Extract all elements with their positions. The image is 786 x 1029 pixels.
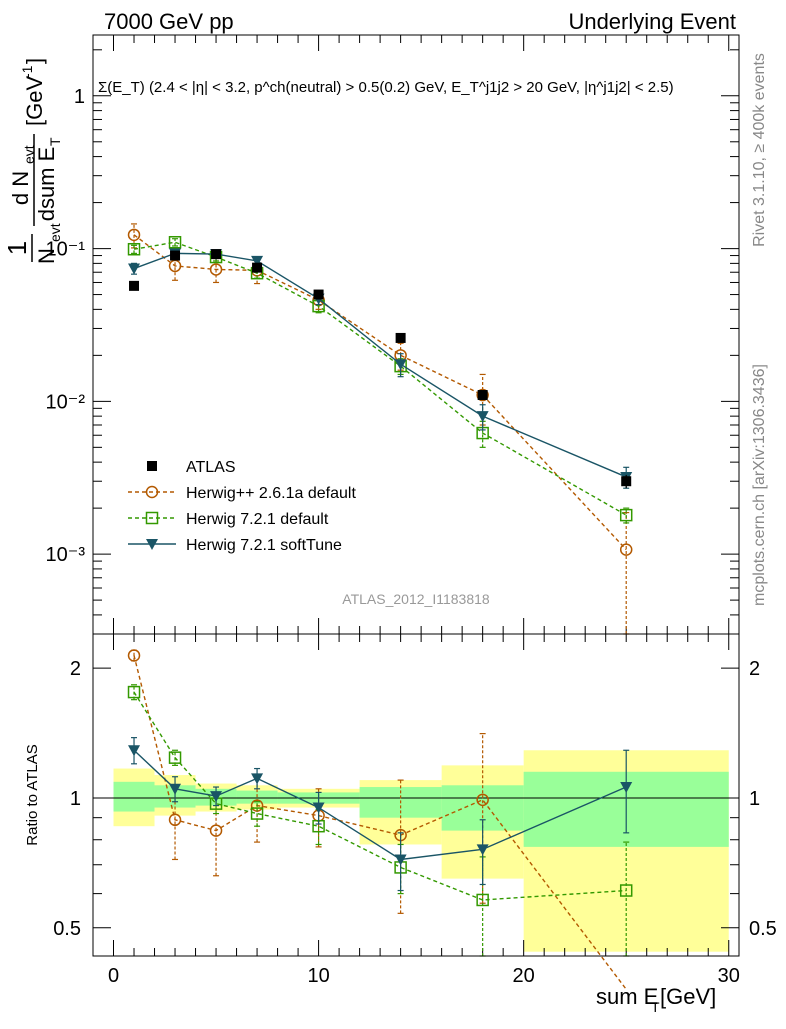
ratio-series-0-point [209,824,223,837]
ratio-series-2-point [169,783,182,795]
legend-marker-1 [145,485,159,499]
band-green-0 [113,781,155,812]
main-series-1-point [127,228,141,242]
header-left-title: 7000 GeV pp [104,9,234,34]
y-label-frac2-den-sub: T [47,137,63,146]
y-label-frac2-num: d N [8,171,33,205]
main-series-0-point [395,332,406,343]
main-series-0-point [129,280,140,291]
ratio-series-0-point [168,813,182,827]
x-label-unit: [GeV] [660,984,716,1009]
x-tick-label: 30 [718,965,740,987]
x-label-main: sum E [596,984,658,1009]
main-y-tick-label: 10⁻¹ [46,239,86,261]
ratio-series-2-point [476,844,489,856]
y-label-unit: [GeV [22,76,47,126]
main-plot-data [127,223,633,635]
y-label-frac1-num: 1 [2,241,32,255]
x-label-sub: T [651,999,660,1015]
ratio-series-1-line [133,691,627,901]
ratio-series-2-point [620,782,633,794]
ratio-y-tick-label-right: 1 [749,788,760,810]
legend-marker-0 [147,461,157,471]
legend-label-1: Herwig++ 2.6.1a default [186,485,356,502]
ratio-y-tick-label-left: 0.5 [53,918,81,940]
ratio-series-1-point [127,685,141,699]
x-tick-label: 20 [513,965,535,987]
main-series-1-point [619,543,633,556]
ratio-y-tick-label-right: 0.5 [749,918,777,940]
main-series-3-point [128,263,141,275]
ratio-series-2-point [128,745,141,757]
main-series-1-point [476,388,489,402]
legend-marker-2 [145,511,159,525]
main-series-3-point [476,411,489,423]
main-series-3-line [133,252,627,478]
main-series-2-point [168,235,182,249]
ratio-y-tick-label-left: 1 [70,788,81,810]
main-y-tick-label: 1 [74,86,85,108]
ratio-series-1-point [476,893,489,907]
main-series-2-point [619,508,633,522]
header-right-title: Underlying Event [568,9,736,34]
ratio-series-0-point [127,649,141,662]
main-series-0-point [477,390,488,401]
analysis-id: ATLAS_2012_I1183818 [342,591,490,607]
legend-label-3: Herwig 7.2.1 softTune [186,537,342,554]
ratio-series-1-point [250,807,264,820]
x-tick-label: 10 [307,965,329,987]
rivet-label: Rivet 3.1.10, ≥ 400k events [751,53,768,247]
ratio-plot-data [127,649,633,990]
y-label-frac2-num-sub: evt [21,145,37,164]
main-series-3-point [251,255,264,267]
x-tick-label: 0 [108,965,119,987]
mcplots-label: mcplots.cern.ch [arXiv:1306.3436] [751,364,768,606]
main-series-3-point [394,359,407,371]
main-series-0-point [252,262,263,273]
main-series-1-point [209,263,223,276]
main-y-axis-label: 1 N evt d N evt dsum E T [GeV -1 ] [2,58,63,264]
cut-annotation: Σ(E_T) (2.4 < |η| < 3.2, p^ch(neutral) >… [98,79,674,96]
legend-marker-3 [146,539,158,550]
legend: ATLAS Herwig++ 2.6.1a default Herwig 7.2.1… [128,459,356,554]
y-label-unit-sup: -1 [19,65,35,78]
y-label-unit-close: ] [22,58,47,64]
main-series-2-point [127,242,141,256]
ratio-series-2-point [312,802,325,814]
ratio-series-0-line [133,655,627,990]
ratio-series-2-point [210,791,223,803]
main-series-2-line [133,241,627,516]
ratio-series-1-point [168,751,182,764]
y-label-frac1-den-sub: evt [47,223,63,242]
main-y-tick-label: 10⁻² [46,391,86,413]
main-series-0-point [313,289,324,300]
main-axis-ticks: 10⁻³ 10⁻² 10⁻¹ 1 [46,35,739,635]
ratio-y-tick-label-left: 2 [70,658,81,680]
ratio-series-2-line [133,749,627,861]
y-label-frac2-den: dsum E [34,147,59,222]
ratio-series-2-point [251,773,264,785]
band-green-3 [236,790,278,804]
ratio-series-1-point [619,884,633,897]
ratio-series-0-point [476,793,489,807]
ratio-y-tick-label-right: 2 [749,658,760,680]
main-series-0-point [211,249,222,260]
x-axis-label: sum E T [GeV] [596,984,716,1015]
ratio-y-axis-label: Ratio to ATLAS [24,744,41,845]
main-series-0-point [621,476,632,487]
ratio-plot-frame [92,633,740,957]
legend-label-2: Herwig 7.2.1 default [186,511,329,528]
main-series-1-line [133,234,627,551]
ratio-series-2-point [394,854,407,866]
legend-label-0: ATLAS [186,459,236,476]
y-label-frac1-den: N [34,248,59,264]
main-y-tick-label: 10⁻³ [46,544,86,566]
main-series-0-point [170,250,181,261]
